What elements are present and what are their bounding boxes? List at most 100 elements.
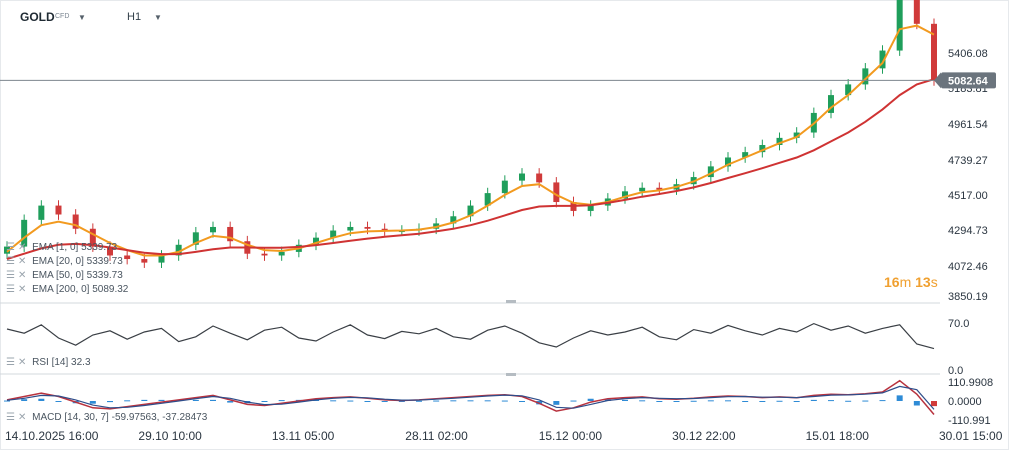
settings-menu-icon[interactable]: ☰ [6, 242, 15, 253]
time-axis-tick-label: 29.10 10:00 [138, 429, 202, 443]
ema-legend-row[interactable]: ☰ ✕ EMA [50, 0] 5339.73 [6, 270, 123, 281]
macd-histogram-bar [467, 400, 474, 402]
remove-indicator-icon[interactable]: ✕ [17, 357, 27, 368]
ema-param: [20 [56, 256, 70, 267]
ema-param: 0] [75, 256, 84, 267]
candle-body [725, 157, 731, 167]
settings-menu-icon[interactable]: ☰ [6, 270, 15, 281]
macd-histogram-bar [690, 400, 697, 402]
remove-indicator-icon[interactable]: ✕ [17, 284, 27, 295]
candle-body [759, 144, 766, 153]
price-axis-tick-label: 4961.54 [948, 119, 988, 131]
panel-resize-handle[interactable] [506, 300, 516, 303]
time-axis-tick-label: 15.01 18:00 [806, 429, 870, 443]
macd-histogram-bar [828, 400, 834, 402]
symbol-dropdown-chevron-icon[interactable]: ▼ [78, 13, 86, 22]
candle-body [330, 230, 337, 238]
candle-body [381, 228, 388, 231]
candle-body [38, 205, 45, 220]
remove-indicator-icon[interactable]: ✕ [17, 412, 27, 423]
time-axis-tick-label: 13.11 05:00 [272, 429, 335, 443]
macd-legend-row[interactable]: ☰ ✕ MACD [14, 30, 7] -59.97563, -37.28473 [6, 412, 207, 423]
price-axis-tick-label: 4072.46 [948, 261, 988, 273]
candle-body [72, 214, 79, 229]
timeframe-selector[interactable]: H1 [127, 11, 142, 23]
remove-indicator-icon[interactable]: ✕ [17, 256, 27, 267]
candle-body [175, 244, 182, 256]
macd-histogram-bar [793, 400, 800, 402]
macd-histogram-bar [553, 400, 560, 405]
candle-body [639, 187, 646, 192]
candle-body [519, 173, 525, 181]
settings-menu-icon[interactable]: ☰ [6, 256, 15, 267]
symbol-name[interactable]: GOLD [20, 10, 55, 24]
macd-histogram-bar [330, 400, 337, 402]
candle-body [742, 152, 749, 158]
candle-body [931, 23, 937, 81]
countdown-seconds: 13 [915, 274, 931, 290]
ema-label: EMA [32, 284, 54, 295]
candle-body [913, 0, 920, 24]
macd-histogram-bar [381, 400, 388, 402]
candle-body [862, 68, 869, 85]
candle-body [21, 219, 28, 247]
macd-histogram-bar [501, 400, 508, 402]
ema-param: [1 [56, 242, 65, 253]
settings-menu-icon[interactable]: ☰ [6, 284, 15, 295]
candle-body [364, 226, 371, 229]
ema-param: 0] [69, 242, 79, 253]
ema-50-line [6, 24, 935, 257]
candle-body [313, 237, 319, 245]
candle-body [192, 232, 199, 245]
candle-body [553, 182, 560, 203]
candle-body [536, 173, 543, 183]
macd-histogram-bar [913, 400, 920, 406]
ema-legend-row[interactable]: ☰ ✕ EMA [20, 0] 5339.73 [6, 256, 123, 267]
macd-axis-tick-label: 110.9908 [948, 377, 993, 389]
macd-histogram-bar [742, 400, 749, 402]
countdown-min-unit: m [899, 274, 912, 290]
macd-histogram-bar [570, 400, 577, 402]
candle-body [4, 246, 10, 254]
candle-body [158, 255, 165, 263]
macd-histogram-bar [89, 400, 96, 404]
current-price-tag-arrow [934, 72, 941, 89]
candle-body [141, 259, 148, 263]
candle-body [622, 191, 628, 199]
settings-menu-icon[interactable]: ☰ [6, 357, 15, 368]
price-axis-tick-label: 5406.08 [948, 48, 988, 60]
price-axis-tick-label: 4739.27 [948, 155, 988, 167]
macd-histogram-bar [398, 400, 405, 402]
macd-histogram-bar [622, 399, 628, 401]
candle-body [210, 226, 216, 233]
ema-legend-row[interactable]: ☰ ✕ EMA [1, 0] 5339.73 [6, 242, 118, 253]
settings-menu-icon[interactable]: ☰ [6, 412, 15, 423]
ema-param: [200 [56, 284, 76, 295]
remove-indicator-icon[interactable]: ✕ [17, 242, 27, 253]
rsi-line [6, 322, 935, 350]
macd-histogram-bar [931, 400, 937, 407]
panel-resize-handle[interactable] [506, 373, 516, 376]
macd-histogram-bar [879, 400, 886, 402]
time-axis-tick-label: 30.12 22:00 [672, 429, 736, 443]
candle-body [484, 193, 491, 206]
ema-value: 5339.73 [86, 270, 123, 281]
macd-histogram-bar [639, 400, 646, 402]
timeframe-dropdown-chevron-icon[interactable]: ▼ [154, 13, 162, 22]
macd-histogram-bar [484, 400, 491, 402]
current-price-tag [941, 72, 996, 89]
ema-legend-row[interactable]: ☰ ✕ EMA [200, 0] 5089.32 [6, 284, 129, 295]
chart-header: GOLD CFD ▼ H1 ▼ [0, 0, 1009, 34]
rsi-legend-row[interactable]: ☰ ✕ RSI [14] 32.3 [6, 357, 91, 368]
price-axis-tick-label: 4517.00 [948, 190, 988, 202]
macd-histogram-bar [124, 400, 131, 402]
remove-indicator-icon[interactable]: ✕ [17, 270, 27, 281]
macd-histogram-bar [347, 400, 354, 402]
ema-label: EMA [32, 270, 54, 281]
candle-body [656, 187, 663, 190]
macd-histogram-bar [707, 400, 714, 402]
rsi-axis-tick-label: 70.0 [948, 318, 969, 330]
